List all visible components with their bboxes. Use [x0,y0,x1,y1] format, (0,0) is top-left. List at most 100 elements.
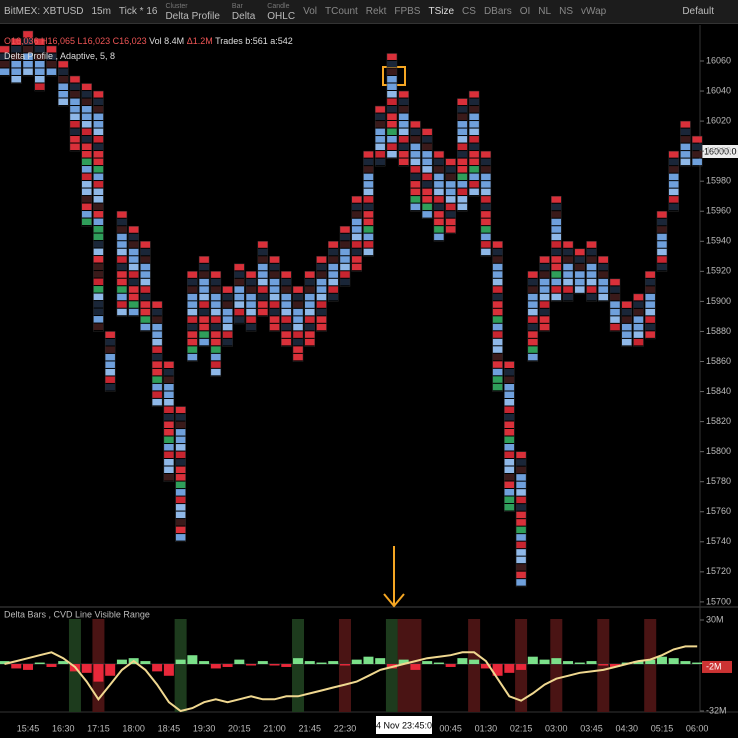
footprint-cell [304,278,315,286]
footprint-cell [187,331,198,338]
footprint-cell [175,421,186,429]
footprint-cell [598,256,609,263]
toggle-button[interactable]: NL [538,6,552,17]
footprint-cell [516,571,527,579]
delta-bar [422,661,433,665]
footprint-cell [81,91,92,98]
footprint-cell [692,151,703,158]
footprint-column [374,105,386,167]
footprint-column [0,45,10,77]
footprint-cell [692,136,703,143]
footprint-cell [269,308,280,316]
selector[interactable]: Candle OHLC [267,2,295,22]
footprint-cell [492,331,503,338]
footprint-cell [375,143,386,151]
footprint-cell [339,233,350,241]
footprint-cell [398,106,409,113]
toggle-button[interactable]: FPBS [394,6,421,17]
footprint-cell [386,53,397,60]
footprint-cell [128,248,139,256]
footprint-cell [339,278,350,286]
footprint-cell [187,308,198,316]
footprint-cell [210,271,221,278]
symbol[interactable]: BitMEX: XBTUSD [4,6,84,17]
footprint-column [433,150,445,242]
footprint-column [468,90,480,197]
footprint-cell [11,45,22,53]
footprint-cell [645,286,656,293]
footprint-cell [480,196,491,203]
toggle-button[interactable]: NS [559,6,573,17]
footprint-cell [339,226,350,233]
footprint-cell [281,293,292,301]
footprint-cell [116,248,127,256]
delta-bar [163,664,174,676]
toggle-button[interactable]: vWap [581,6,607,17]
footprint-cell [93,308,104,316]
highlight-column [468,619,481,712]
footprint-cell [457,143,468,151]
toggle-button[interactable]: Rekt [365,6,387,17]
footprint-cell [410,196,421,203]
footprint-cell [633,316,644,323]
footprint-cell [457,158,468,166]
footprint-column [198,256,210,347]
footprint-cell [199,263,210,271]
footprint-cell [199,331,210,338]
footprint-cell [34,38,45,45]
footprint-column [457,98,468,212]
footprint-cell [128,286,139,293]
footprint-cell [105,368,116,376]
delta-bar [23,664,33,670]
footprint-cell [492,241,503,248]
toggle-button[interactable]: DBars [483,6,512,17]
footprint-cell [610,308,620,316]
delta-bar [610,664,620,667]
toggle-button[interactable]: TSize [428,6,455,17]
price-label: 15860 [706,356,731,366]
footprint-cell [93,166,104,173]
footprint-cell [656,226,667,233]
delta-bar [175,659,186,665]
footprint-cell [422,181,433,188]
footprint-cell [398,91,409,98]
trades: Trades b:561 a:542 [215,36,293,46]
interval[interactable]: 15m [91,6,111,17]
footprint-cell [46,53,57,60]
footprint-column [609,278,621,332]
footprint-cell [246,301,257,308]
delta-bar [656,656,667,665]
delta-bar [246,664,257,666]
delta-bar [210,664,221,669]
footprint-cell [363,218,374,226]
footprint-cell [93,151,104,158]
selector-value: OHLC [267,10,296,22]
toggle-button[interactable]: Vol [303,6,317,17]
footprint-cell [527,331,538,338]
footprint-column [562,241,574,302]
toggle-button[interactable]: OI [519,6,531,17]
footprint-cell [69,83,80,91]
footprint-cell [410,188,421,196]
footprint-cell [210,338,221,346]
price-label: 15940 [706,236,731,246]
toggle-button[interactable]: TCount [324,6,358,17]
footprint-cell [351,226,362,233]
footprint-cell [680,158,691,166]
footprint-cell [222,293,233,301]
footprint-cell [140,323,151,331]
footprint-cell [386,143,397,150]
time-label: 05:15 [651,723,674,733]
time-label: 18:00 [122,723,145,733]
selector[interactable]: Bar Delta [232,2,255,22]
tick[interactable]: Tick * 16 [118,6,158,17]
footprint-cell [257,248,268,256]
footprint-cell [69,143,80,151]
footprint-cell [457,113,468,121]
layout[interactable]: Default [682,6,714,17]
footprint-cell [175,429,186,436]
toggle-button[interactable]: CS [462,6,476,17]
selector[interactable]: Cluster Delta Profile [165,2,219,22]
footprint-column [222,286,233,347]
footprint-cell [222,308,233,316]
